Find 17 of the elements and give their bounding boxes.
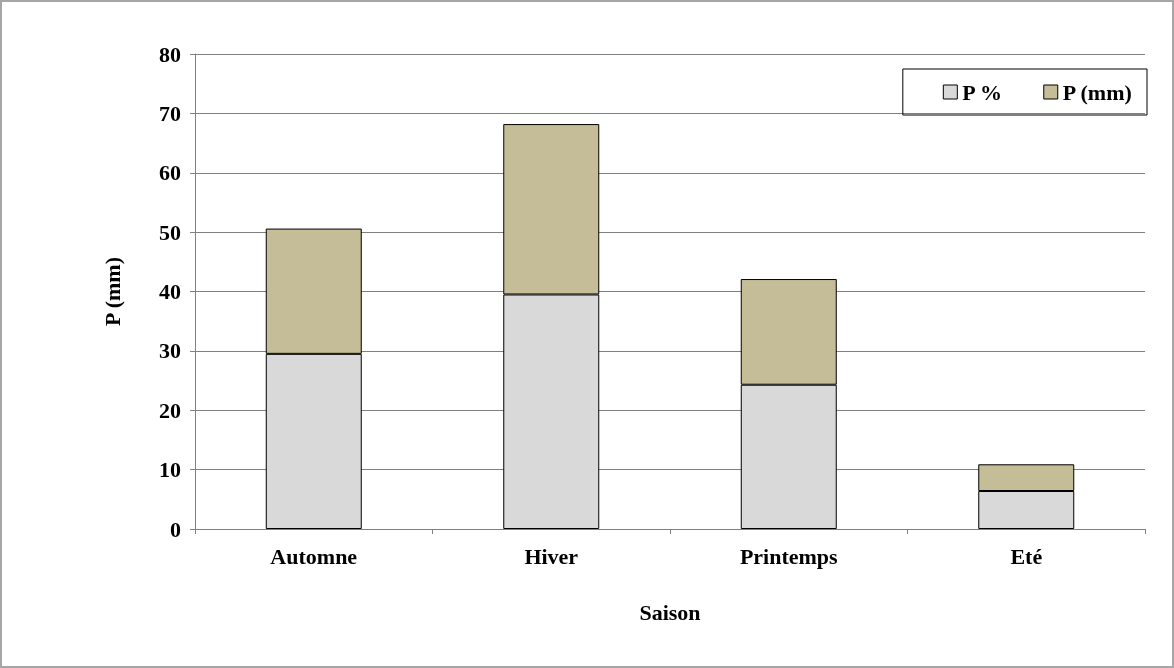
x-tick-label: Automne — [270, 543, 358, 569]
y-tick-label: 80 — [159, 41, 181, 67]
legend-label: P % — [962, 79, 1003, 105]
y-tick-label: 30 — [159, 338, 181, 364]
y-tick-label: 60 — [159, 160, 181, 186]
y-tick-label: 10 — [159, 457, 181, 483]
y-tick-label: 40 — [159, 279, 181, 304]
y-tick-label: 50 — [159, 219, 181, 245]
y-tick-label: 20 — [159, 397, 181, 423]
y-tick-label: 70 — [159, 100, 181, 126]
y-tick-label: 0 — [170, 516, 181, 542]
x-tick-label: Eté — [1010, 543, 1043, 569]
x-tick-label: Printemps — [739, 543, 839, 569]
x-axis-title: Saison — [639, 599, 701, 625]
y-axis-title: P (mm) — [99, 256, 125, 327]
legend-label: P (mm) — [1062, 79, 1132, 105]
x-tick-label: Hiver — [524, 543, 579, 569]
